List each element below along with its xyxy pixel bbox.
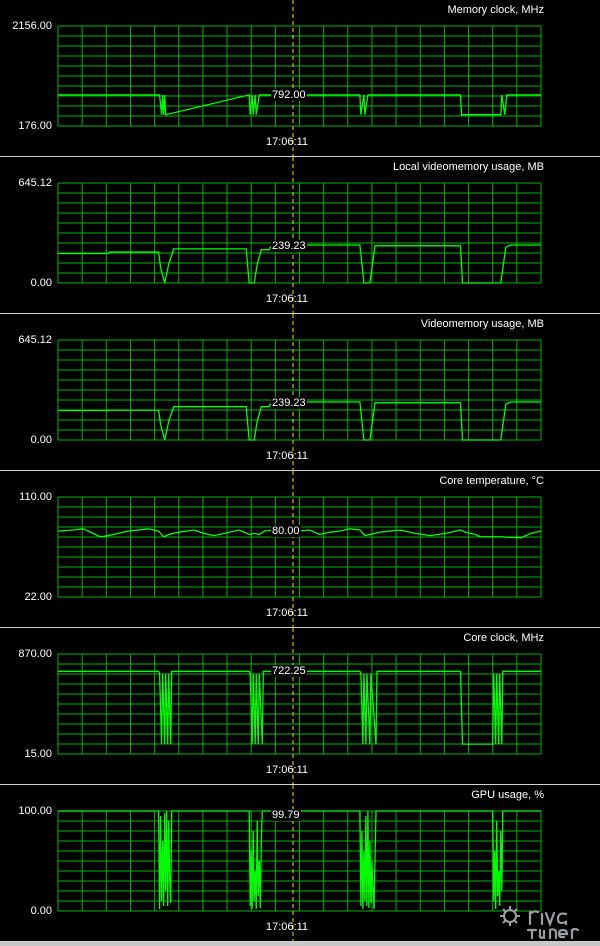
cursor-value-label: 99.79 xyxy=(271,809,301,821)
core-temperature-c-plot xyxy=(57,471,542,627)
cursor-time-label: 17:06:11 xyxy=(266,450,309,462)
local-videomemory-usage-mb-plot xyxy=(57,157,542,313)
videomemory-usage-mb-graph: Videomemory usage, MB 645.12 0.00 239.23 17:… xyxy=(0,314,600,471)
y-max-label: 870.00 xyxy=(18,648,52,660)
gear-icon xyxy=(500,906,520,926)
cursor-value-label: 722.25 xyxy=(271,665,307,678)
videomemory-usage-mb-series-line xyxy=(58,401,541,441)
graph-title: Core clock, MHz xyxy=(463,632,544,644)
graph-title: Core temperature, °C xyxy=(439,475,544,487)
cursor-time-label: 17:06:11 xyxy=(266,293,309,305)
y-min-label: 22.00 xyxy=(24,591,52,603)
y-max-label: 645.12 xyxy=(18,177,52,189)
y-min-label: 0.00 xyxy=(30,905,52,917)
cursor-value-label: 239.23 xyxy=(271,396,307,409)
cursor-time-label: 17:06:11 xyxy=(266,921,309,933)
core-clock-mhz-plot xyxy=(57,628,542,784)
y-max-label: 110.00 xyxy=(19,491,52,503)
core-clock-mhz-series-line xyxy=(58,670,541,745)
rivatuner-logo xyxy=(500,906,580,940)
core-temperature-c-graph: Core temperature, °C 110.00 22.00 80.00 17:0… xyxy=(0,471,600,628)
cursor-value-label: 239.23 xyxy=(271,239,307,252)
cursor-time-label: 17:06:11 xyxy=(266,607,309,619)
graph-title: GPU usage, % xyxy=(471,789,544,801)
y-min-label: 176.00 xyxy=(18,120,52,132)
y-max-label: 2156.00 xyxy=(12,20,52,32)
local-videomemory-usage-mb-series-line xyxy=(58,244,541,284)
graph-title: Videomemory usage, MB xyxy=(420,318,544,330)
y-max-label: 645.12 xyxy=(18,334,52,346)
memory-clock-mhz-series-line xyxy=(58,94,541,116)
graph-title: Memory clock, MHz xyxy=(447,4,544,16)
local-videomemory-usage-mb-graph: Local videomemory usage, MB 645.12 0.00 239… xyxy=(0,157,600,314)
y-min-label: 0.00 xyxy=(30,434,52,446)
memory-clock-mhz-graph: Memory clock, MHz 2156.00 176.00 792.00 17:0… xyxy=(0,0,600,157)
cursor-value-label: 80.00 xyxy=(271,525,301,538)
cursor-time-label: 17:06:11 xyxy=(266,764,309,776)
y-max-label: 100.00 xyxy=(18,805,52,817)
videomemory-usage-mb-plot xyxy=(57,314,542,470)
memory-clock-mhz-plot xyxy=(57,0,542,156)
graph-title: Local videomemory usage, MB xyxy=(392,161,544,173)
gpu-usage-series-line xyxy=(58,810,541,910)
cursor-value-label: 792.00 xyxy=(271,88,307,101)
core-clock-mhz-graph: Core clock, MHz 870.00 15.00 722.25 17:06:11 xyxy=(0,628,600,785)
cursor-time-label: 17:06:11 xyxy=(266,136,309,148)
y-min-label: 15.00 xyxy=(24,748,52,760)
y-min-label: 0.00 xyxy=(30,277,52,289)
